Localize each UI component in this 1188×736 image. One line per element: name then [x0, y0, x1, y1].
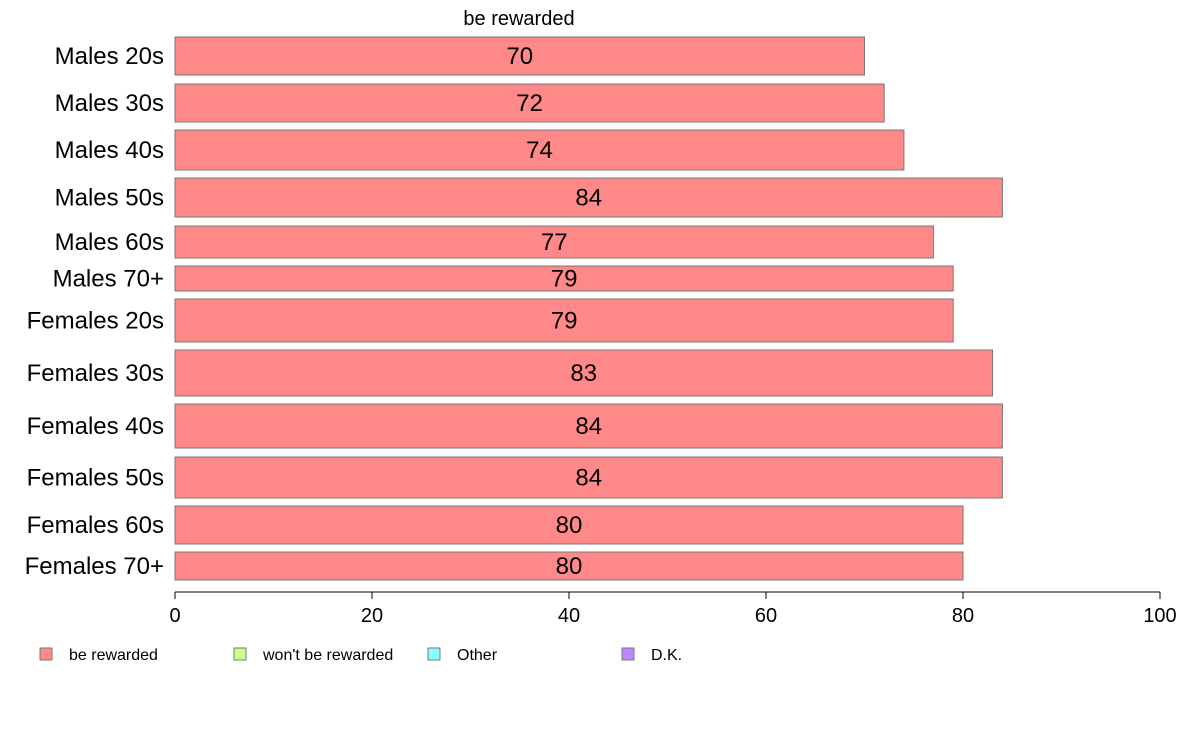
legend-swatch — [427, 647, 441, 661]
series-title: be rewarded — [463, 8, 574, 30]
bar-value-label: 84 — [575, 413, 602, 440]
category-label: Females 60s — [27, 512, 164, 539]
x-axis: 0 20 40 60 80 100 — [169, 591, 1177, 627]
category-label: Males 20s — [55, 43, 164, 70]
bar — [174, 298, 954, 343]
legend-label: be rewarded — [69, 647, 158, 664]
bar — [174, 403, 1003, 449]
legend-label: D.K. — [651, 647, 682, 664]
bar-value-label: 80 — [556, 512, 583, 539]
category-label: Females 70+ — [25, 553, 164, 580]
bar-value-label: 79 — [551, 308, 578, 335]
bar-value-label: 77 — [541, 229, 568, 256]
x-tick-label: 60 — [755, 605, 777, 627]
legend-label: Other — [457, 647, 498, 664]
bar — [174, 505, 964, 545]
category-label: Females 40s — [27, 413, 164, 440]
bar — [174, 265, 954, 292]
category-label: Females 30s — [27, 360, 164, 387]
bar-value-label: 72 — [516, 90, 543, 117]
x-tick-label: 100 — [1143, 605, 1176, 627]
legend-swatch — [233, 647, 247, 661]
bar — [174, 36, 865, 76]
bar — [174, 177, 1003, 218]
bar-value-label: 83 — [570, 360, 597, 387]
bar-value-label: 84 — [575, 185, 602, 212]
category-label: Males 50s — [55, 185, 164, 212]
category-label: Males 60s — [55, 229, 164, 256]
bar-value-label: 79 — [551, 266, 578, 293]
legend-swatch — [621, 647, 635, 661]
bar — [174, 225, 934, 259]
bar-value-label: 80 — [556, 553, 583, 580]
bar — [174, 551, 964, 581]
x-tick-label: 40 — [558, 605, 580, 627]
legend-swatch — [39, 647, 53, 661]
bar-value-label: 84 — [575, 465, 602, 492]
legend-label: won't be rewarded — [262, 647, 393, 664]
bar — [174, 83, 885, 123]
bar-value-label: 74 — [526, 137, 553, 164]
bar — [174, 129, 905, 171]
x-tick-label: 20 — [361, 605, 383, 627]
category-label: Females 20s — [27, 308, 164, 335]
bar-value-label: 70 — [506, 43, 533, 70]
bar — [174, 349, 994, 397]
x-tick-label: 80 — [952, 605, 974, 627]
bar — [174, 456, 1003, 499]
category-label: Males 70+ — [53, 266, 164, 293]
bars-layer: Males 20s 70 Males 30s 72 Males 40s 74 Males 5… — [25, 36, 1003, 581]
x-tick-label: 0 — [169, 605, 180, 627]
category-label: Males 30s — [55, 90, 164, 117]
legend: be rewarded won't be rewarded Other D.K. — [39, 647, 682, 664]
category-label: Females 50s — [27, 465, 164, 492]
category-label: Males 40s — [55, 137, 164, 164]
